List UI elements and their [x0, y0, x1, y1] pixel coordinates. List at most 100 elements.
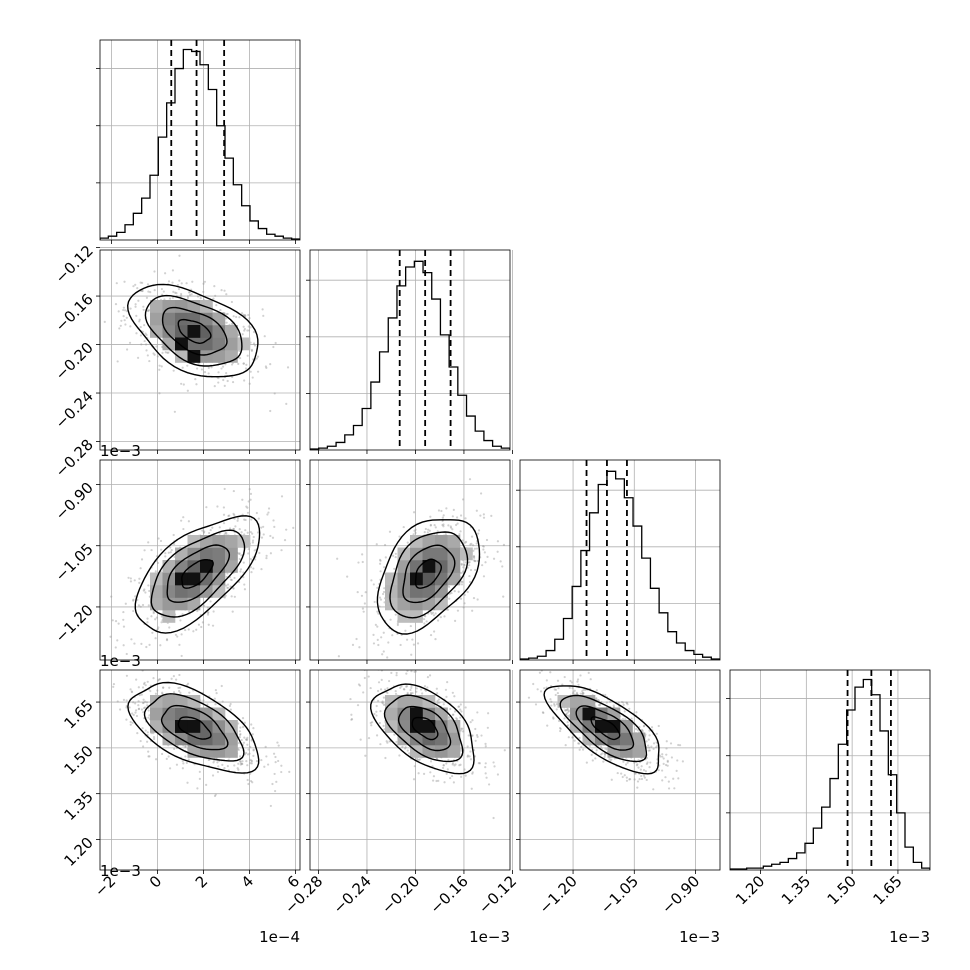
density-group	[103, 254, 300, 413]
sample-point	[376, 586, 379, 589]
sample-point	[134, 595, 137, 598]
sample-point	[636, 780, 640, 783]
sample-point	[469, 568, 473, 572]
sample-point	[482, 575, 486, 578]
sample-point	[122, 625, 126, 628]
sample-point	[198, 777, 201, 780]
sample-point	[646, 761, 649, 764]
sample-point	[552, 717, 555, 720]
sample-point	[143, 324, 146, 327]
sample-point	[610, 758, 613, 761]
sample-point	[173, 410, 176, 413]
sample-point	[482, 516, 486, 519]
sample-point	[250, 571, 253, 574]
sample-point	[112, 682, 116, 686]
sample-point	[188, 291, 191, 294]
sample-point	[681, 760, 684, 763]
sample-point	[185, 761, 188, 765]
sample-point	[383, 566, 386, 569]
sample-point	[277, 744, 280, 747]
y-offset-label: 1e−3	[100, 652, 141, 670]
scatter-2-3-frame	[519, 669, 721, 871]
sample-point	[661, 769, 664, 772]
sample-point	[361, 553, 364, 556]
sample-point	[473, 556, 476, 559]
sample-point	[145, 333, 148, 337]
sample-point	[372, 583, 375, 586]
sample-point	[125, 699, 128, 702]
sample-point	[169, 546, 172, 549]
sample-point	[417, 758, 420, 761]
sample-point	[264, 365, 268, 368]
sample-point	[566, 724, 570, 727]
sample-point	[457, 590, 460, 593]
density-cell	[595, 732, 608, 746]
scatter-1-3-frame	[309, 669, 511, 871]
density-cell	[200, 745, 213, 758]
sample-point	[655, 746, 658, 749]
sample-point	[195, 383, 198, 386]
sample-point	[394, 692, 398, 695]
sample-point	[215, 304, 218, 307]
sample-point	[150, 615, 153, 618]
sample-point	[650, 726, 654, 729]
sample-point	[464, 540, 468, 543]
sample-point	[230, 300, 234, 304]
histogram-panel-2	[516, 459, 721, 664]
density-cell	[570, 695, 583, 708]
sample-point	[431, 611, 435, 614]
contour-line	[397, 705, 452, 752]
sample-point	[449, 707, 452, 711]
sample-point	[581, 692, 584, 695]
sample-point	[285, 528, 288, 531]
contour-line	[559, 694, 648, 763]
sample-point	[176, 635, 179, 638]
sample-point	[553, 704, 556, 707]
sample-point	[665, 740, 668, 743]
density-cell	[397, 732, 411, 746]
sample-point	[178, 643, 181, 646]
sample-point	[158, 392, 161, 395]
sample-point	[150, 548, 153, 552]
sample-point	[250, 348, 254, 351]
sample-point	[567, 736, 570, 739]
sample-point	[240, 762, 244, 765]
sample-point	[566, 708, 569, 711]
sample-point	[249, 498, 252, 501]
sample-point	[292, 526, 295, 529]
sample-point	[199, 297, 202, 300]
sample-point	[476, 711, 479, 714]
sample-point	[116, 360, 119, 363]
sample-point	[245, 363, 248, 366]
sample-point	[445, 772, 448, 775]
sample-point	[461, 580, 464, 584]
sample-point	[370, 579, 373, 582]
density-group	[336, 478, 506, 659]
sample-point	[390, 671, 393, 675]
sample-point	[128, 341, 132, 344]
sample-point	[647, 738, 650, 741]
sample-point	[207, 623, 210, 626]
sample-point	[391, 634, 394, 637]
x-tick-label: 1.65	[869, 872, 905, 908]
density-cell	[422, 707, 436, 721]
sample-point	[154, 637, 157, 640]
sample-point	[198, 770, 201, 773]
sample-point	[602, 760, 605, 763]
sample-point	[648, 749, 651, 752]
x-tick-label: 0	[146, 872, 165, 891]
sample-point	[447, 524, 450, 527]
sample-point	[359, 738, 362, 741]
sample-point	[144, 343, 148, 346]
sample-point	[130, 690, 133, 693]
sample-point	[263, 765, 266, 768]
histogram-step-line	[730, 678, 930, 870]
sample-point	[129, 307, 132, 310]
sample-point	[139, 739, 142, 743]
sample-point	[144, 332, 147, 335]
sample-point	[656, 744, 659, 747]
sample-point	[463, 593, 466, 596]
sample-point	[245, 760, 248, 763]
sample-point	[260, 526, 263, 529]
sample-point	[129, 688, 132, 691]
